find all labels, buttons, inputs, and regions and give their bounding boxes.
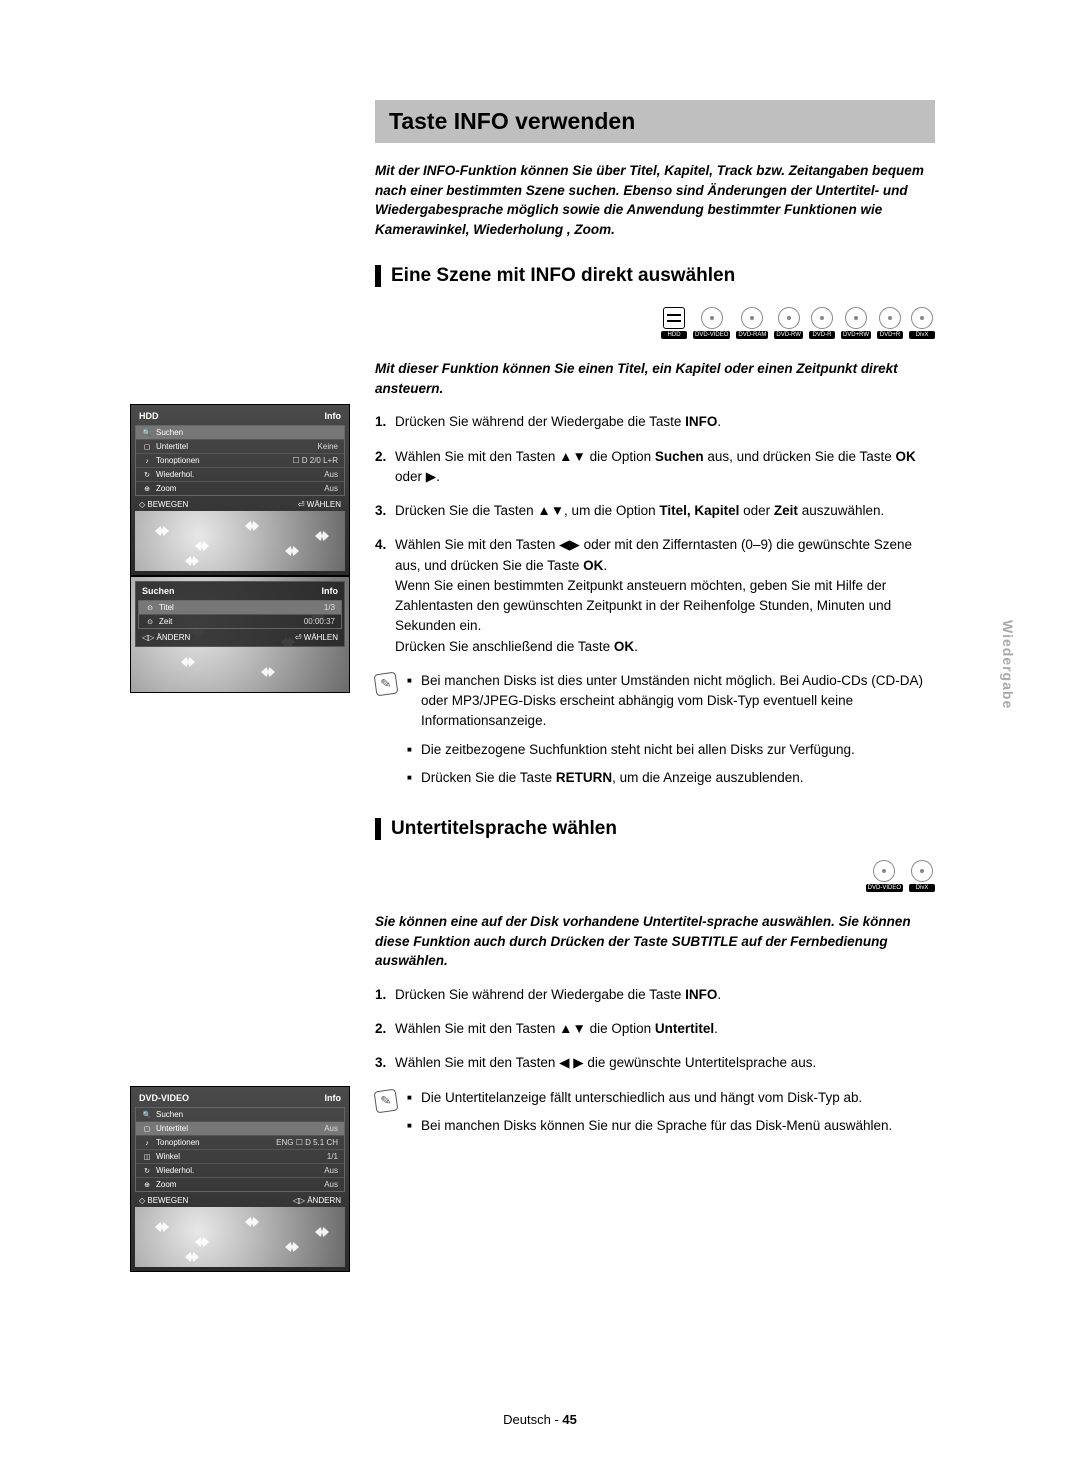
footer-page: 45 [562,1412,576,1427]
disc-icon [911,860,933,882]
section-scene: Eine Szene mit INFO direkt auswählen HDD… [375,265,935,788]
osd-row: ↻Wiederhol.Aus [136,1164,344,1178]
note-icon: ✎ [374,671,399,696]
disc-label: DivX [909,331,935,339]
osd-image-area: SuchenInfo⊙Titel1/3⊙Zeit00:00:37◁▷ ÄNDER… [131,577,349,692]
osd-image-area [135,511,345,571]
note-icon: ✎ [374,1088,399,1113]
osd-row: ▢UntertitelKeine [136,440,344,454]
disc-badge: DVD-RAM [736,307,768,339]
disc-badge: DVD-VIDEO [866,860,903,892]
osd-footer: ◇ BEWEGEN⏎ WÄHLEN [135,498,345,511]
disc-label: DVD-RW [774,331,803,339]
section-title: Taste INFO verwenden [375,100,935,143]
disc-icon [741,307,763,329]
step-text: Drücken Sie während der Wiedergabe die T… [395,987,721,1002]
step-text: Wählen Sie mit den Tasten ◀▶ oder mit de… [395,537,912,653]
step-number: 3. [375,501,386,521]
disc-row: HDD DVD-VIDEO DVD-RAM DVD-RW DVD-R DVD+RW DVD+… [375,307,935,339]
sub-intro: Mit dieser Funktion können Sie einen Tit… [375,359,935,398]
osd-row: ◫Winkel1/1 [136,1150,344,1164]
step-number: 2. [375,447,386,467]
disc-icon [701,307,723,329]
disc-row: DVD-VIDEO DivX [375,860,935,892]
osd-screenshot: DVD-VIDEOInfo 🔍Suchen▢UntertitelAus♪Tonop… [130,1086,350,1272]
osd-header: DVD-VIDEOInfo [135,1091,345,1105]
osd-header: HDDInfo [135,409,345,423]
page-footer: Deutsch - 45 [0,1412,1080,1427]
osd-row: ▢UntertitelAus [136,1122,344,1136]
disc-icon [778,307,800,329]
step-text: Wählen Sie mit den Tasten ▲▼ die Option … [395,449,916,484]
disc-label: DVD-R [809,331,835,339]
step-item: 4. Wählen Sie mit den Tasten ◀▶ oder mit … [375,535,935,657]
step-text: Wählen Sie mit den Tasten ▲▼ die Option … [395,1021,718,1036]
step-item: 2. Wählen Sie mit den Tasten ▲▼ die Optio… [375,1019,935,1039]
disc-badge: DVD-R [809,307,835,339]
section-info: Taste INFO verwenden Mit der INFO-Funkti… [375,100,935,239]
section-subtitle: Untertitelsprache wählen DVD-VIDEO DivX S… [375,818,935,1136]
osd-image-area [135,1207,345,1267]
disc-badge: DVD-RW [774,307,803,339]
disc-label: DVD+RW [841,331,871,339]
disc-label: DVD-RAM [736,331,768,339]
disc-badge: DivX [909,307,935,339]
hdd-icon [663,307,685,329]
disc-label: HDD [661,331,687,339]
disc-badge: DVD-VIDEO [693,307,730,339]
osd-footer: ◇ BEWEGEN◁▷ ÄNDERN [135,1194,345,1207]
step-text: Drücken Sie die Tasten ▲▼, um die Option… [395,503,884,518]
note-box: ✎ Die Untertitelanzeige fällt unterschie… [375,1088,935,1137]
step-number: 1. [375,412,386,432]
disc-badge: HDD [661,307,687,339]
step-number: 1. [375,985,386,1005]
step-number: 2. [375,1019,386,1039]
osd-row: ⊕ZoomAus [136,1178,344,1191]
note-item: Bei manchen Disks können Sie nur die Spr… [407,1116,935,1136]
disc-badge: DVD+R [877,307,903,339]
disc-icon [845,307,867,329]
note-item: Drücken Sie die Taste RETURN, um die Anz… [407,768,935,788]
osd-row: ↻Wiederhol.Aus [136,468,344,482]
note-box: ✎ Bei manchen Disks ist dies unter Umstä… [375,671,935,788]
note-item: Die Untertitelanzeige fällt unterschiedl… [407,1088,935,1108]
osd-row: ⊕ZoomAus [136,482,344,495]
disc-icon [879,307,901,329]
disc-badge: DVD+RW [841,307,871,339]
subheading: Eine Szene mit INFO direkt auswählen [375,265,935,287]
disc-icon [811,307,833,329]
footer-lang: Deutsch [503,1412,551,1427]
step-item: 2. Wählen Sie mit den Tasten ▲▼ die Optio… [375,447,935,488]
disc-badge: DivX [909,860,935,892]
step-number: 3. [375,1053,386,1073]
subheading: Untertitelsprache wählen [375,818,935,840]
osd-screenshot: SuchenInfo⊙Titel1/3⊙Zeit00:00:37◁▷ ÄNDER… [130,576,350,693]
osd-screenshot: HDDInfo 🔍Suchen▢UntertitelKeine♪Tonoption… [130,404,350,576]
section-intro: Mit der INFO-Funktion können Sie über Ti… [375,161,935,239]
disc-label: DVD-VIDEO [866,884,903,892]
document-page: Wiedergabe Taste INFO verwenden Mit der … [0,0,1080,1481]
note-item: Die zeitbezogene Suchfunktion steht nich… [407,740,935,760]
osd-row: ♪TonoptionenENG ☐ D 5.1 CH [136,1136,344,1150]
step-text: Wählen Sie mit den Tasten ◀ ▶ die gewüns… [395,1055,816,1070]
disc-label: DVD-VIDEO [693,331,730,339]
disc-label: DivX [909,884,935,892]
step-item: 3. Drücken Sie die Tasten ▲▼, um die Opti… [375,501,935,521]
step-item: 1. Drücken Sie während der Wiedergabe die… [375,985,935,1005]
step-number: 4. [375,535,386,555]
step-text: Drücken Sie während der Wiedergabe die T… [395,414,721,429]
note-item: Bei manchen Disks ist dies unter Umständ… [407,671,935,732]
steps-list: 1. Drücken Sie während der Wiedergabe die… [375,985,935,1074]
osd-row: 🔍Suchen [136,426,344,440]
step-item: 1. Drücken Sie während der Wiedergabe die… [375,412,935,432]
osd-row: ♪Tonoptionen☐ D 2/0 L+R [136,454,344,468]
disc-label: DVD+R [877,331,903,339]
sub-intro: Sie können eine auf der Disk vorhandene … [375,912,935,971]
disc-icon [873,860,895,882]
osd-row: 🔍Suchen [136,1108,344,1122]
side-tab: Wiedergabe [1000,620,1016,709]
disc-icon [911,307,933,329]
steps-list: 1. Drücken Sie während der Wiedergabe die… [375,412,935,657]
step-item: 3. Wählen Sie mit den Tasten ◀ ▶ die gewü… [375,1053,935,1073]
